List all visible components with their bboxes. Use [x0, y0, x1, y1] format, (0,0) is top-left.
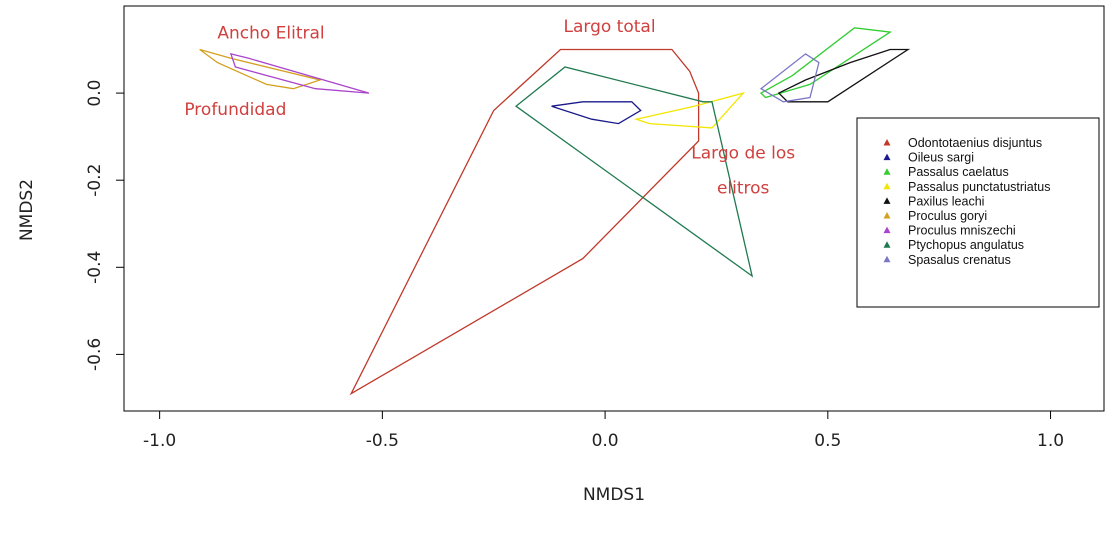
legend-marker: [883, 226, 891, 234]
legend-entry: Oileus sargi: [908, 151, 974, 165]
legend-marker: [883, 139, 891, 146]
legend-marker: [883, 241, 891, 248]
annotation-label: Largo total: [564, 17, 656, 37]
hull-proculus-mniszechi: [229, 52, 370, 94]
legend-entry: Passalus caelatus: [908, 165, 1009, 179]
y-tick-label: 0.0: [85, 80, 105, 107]
hull-oileus-sargi: [551, 101, 642, 125]
y-tick-label: -0.2: [85, 164, 105, 197]
hull-layer: [199, 27, 911, 396]
legend-entry: Proculus goryi: [908, 209, 987, 223]
hull-proculus-goryi: [199, 48, 323, 90]
hull-ptychopus-angulatus: [514, 66, 754, 278]
annotation-label: Profundidad: [184, 100, 286, 120]
axes: -1.0 -0.5 0.0 0.5 1.0 0.0 -0.2 -0.4 -0.6: [85, 80, 1064, 451]
legend-box: [856, 117, 1100, 308]
hull-paxilus-leachi: [777, 48, 911, 103]
legend-marker: [883, 153, 891, 161]
x-tick-label: -1.0: [143, 431, 176, 451]
annotation-layer: Ancho Elitral Largo total Profundidad Largo…: [184, 17, 795, 198]
legend-marker: [883, 197, 891, 204]
y-axis-label: NMDS2: [17, 179, 37, 241]
annotation-label: elitros: [717, 178, 770, 198]
legend-marker: [883, 212, 891, 219]
legend-entry: Odontotaenius disjuntus: [908, 136, 1042, 150]
x-axis-label: NMDS1: [583, 485, 645, 505]
legend-entry: Spasalus crenatus: [908, 253, 1011, 267]
legend-entry: Proculus mniszechi: [908, 224, 1016, 238]
hull-passalus-punctatustriatus: [633, 91, 746, 129]
y-tick-label: -0.4: [85, 251, 105, 284]
hull-spasalus-crenatus: [759, 53, 820, 103]
legend-entry: Passalus punctatustriatus: [908, 180, 1050, 194]
hull-odontotaenius-disjuntus: [349, 48, 700, 396]
x-tick-label: 1.0: [1037, 431, 1064, 451]
legend-marker: [883, 182, 891, 190]
annotation-label: Largo de los: [691, 143, 795, 163]
legend-marker: [883, 168, 891, 175]
x-tick-label: 0.5: [814, 431, 841, 451]
legend-entry: Ptychopus angulatus: [908, 238, 1024, 252]
x-tick-label: 0.0: [592, 431, 619, 451]
x-tick-label: -0.5: [366, 431, 399, 451]
annotation-label: Ancho Elitral: [217, 24, 324, 44]
legend-marker: [883, 255, 891, 263]
legend-entry: Paxilus leachi: [908, 194, 984, 208]
y-tick-label: -0.6: [85, 338, 105, 371]
hull-passalus-caelatus: [759, 27, 893, 99]
